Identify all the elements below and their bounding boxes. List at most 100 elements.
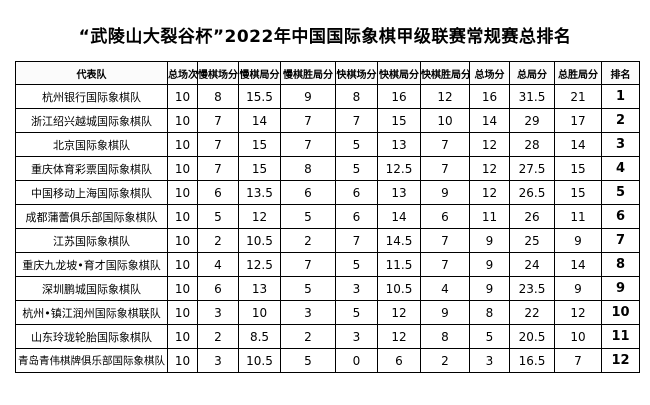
header-total-match-points: 总场分: [469, 61, 510, 85]
total-match-points-cell: 3: [469, 348, 510, 373]
total-game-points-cell: 16.5: [509, 348, 555, 373]
total-games-cell: 10: [167, 84, 198, 109]
table-row: 青岛青伟棋牌俱乐部国际象棋队 10 3 10.5 5 0 6 2 3 16.5 7 12: [15, 348, 640, 373]
total-game-points-cell: 24: [509, 252, 555, 277]
total-win-points-cell: 21: [554, 84, 602, 109]
total-games-cell: 10: [167, 252, 198, 277]
rapid-match-points-cell: 7: [335, 108, 378, 133]
slow-match-points-cell: 8: [197, 84, 239, 109]
table-row: 重庆九龙坡•育才国际象棋队 10 4 12.5 7 5 11.5 7 9 24 14 8: [15, 252, 640, 277]
total-games-cell: 10: [167, 204, 198, 229]
table-row: 江苏国际象棋队 10 2 10.5 2 7 14.5 7 9 25 9 7: [15, 228, 640, 253]
slow-game-points-cell: 13.5: [238, 180, 281, 205]
total-match-points-cell: 12: [469, 180, 510, 205]
team-cell: 山东玲珑轮胎国际象棋队: [15, 324, 168, 349]
total-game-points-cell: 22: [509, 300, 555, 325]
rapid-match-points-cell: 5: [335, 252, 378, 277]
rapid-match-points-cell: 6: [335, 180, 378, 205]
total-match-points-cell: 9: [469, 252, 510, 277]
header-rank: 排名: [601, 61, 640, 85]
rapid-match-points-cell: 5: [335, 300, 378, 325]
slow-win-points-cell: 7: [280, 108, 336, 133]
slow-game-points-cell: 15.5: [238, 84, 281, 109]
table-row: 深圳鹏城国际象棋队 10 6 13 5 3 10.5 4 9 23.5 9 9: [15, 276, 640, 301]
slow-match-points-cell: 3: [197, 348, 239, 373]
rapid-match-points-cell: 3: [335, 276, 378, 301]
total-game-points-cell: 20.5: [509, 324, 555, 349]
total-game-points-cell: 28: [509, 132, 555, 157]
rapid-game-points-cell: 14: [377, 204, 421, 229]
rapid-game-points-cell: 6: [377, 348, 421, 373]
total-win-points-cell: 15: [554, 156, 602, 181]
rapid-game-points-cell: 13: [377, 132, 421, 157]
rank-cell: 2: [601, 108, 640, 133]
slow-match-points-cell: 7: [197, 156, 239, 181]
slow-game-points-cell: 12: [238, 204, 281, 229]
slow-win-points-cell: 3: [280, 300, 336, 325]
rank-cell: 6: [601, 204, 640, 229]
team-cell: 重庆体育彩票国际象棋队: [15, 156, 168, 181]
header-rapid-game-points: 快棋局分: [377, 61, 421, 85]
header-slow-game-points: 慢棋局分: [238, 61, 281, 85]
total-game-points-cell: 31.5: [509, 84, 555, 109]
rapid-match-points-cell: 8: [335, 84, 378, 109]
rapid-win-points-cell: 10: [420, 108, 470, 133]
total-win-points-cell: 10: [554, 324, 602, 349]
total-match-points-cell: 11: [469, 204, 510, 229]
total-win-points-cell: 14: [554, 132, 602, 157]
total-match-points-cell: 9: [469, 276, 510, 301]
total-match-points-cell: 12: [469, 156, 510, 181]
total-game-points-cell: 25: [509, 228, 555, 253]
table-row: 北京国际象棋队 10 7 15 7 5 13 7 12 28 14 3: [15, 132, 640, 157]
rapid-game-points-cell: 11.5: [377, 252, 421, 277]
header-rapid-match-points: 快棋场分: [335, 61, 378, 85]
slow-win-points-cell: 5: [280, 276, 336, 301]
table-row: 浙江绍兴越城国际象棋队 10 7 14 7 7 15 10 14 29 17 2: [15, 108, 640, 133]
table-row: 重庆体育彩票国际象棋队 10 7 15 8 5 12.5 7 12 27.5 15 4: [15, 156, 640, 181]
slow-match-points-cell: 2: [197, 228, 239, 253]
team-cell: 重庆九龙坡•育才国际象棋队: [15, 252, 168, 277]
header-team: 代表队: [15, 61, 168, 85]
slow-match-points-cell: 3: [197, 300, 239, 325]
rank-cell: 4: [601, 156, 640, 181]
slow-game-points-cell: 15: [238, 132, 281, 157]
slow-win-points-cell: 7: [280, 132, 336, 157]
rank-cell: 10: [601, 300, 640, 325]
slow-match-points-cell: 7: [197, 108, 239, 133]
rapid-game-points-cell: 12: [377, 300, 421, 325]
rapid-win-points-cell: 7: [420, 132, 470, 157]
slow-game-points-cell: 10.5: [238, 228, 281, 253]
total-match-points-cell: 5: [469, 324, 510, 349]
slow-match-points-cell: 5: [197, 204, 239, 229]
total-match-points-cell: 14: [469, 108, 510, 133]
slow-win-points-cell: 9: [280, 84, 336, 109]
header-rapid-win-points: 快棋胜局分: [420, 61, 470, 85]
total-match-points-cell: 16: [469, 84, 510, 109]
slow-match-points-cell: 6: [197, 180, 239, 205]
slow-win-points-cell: 2: [280, 228, 336, 253]
table-row: 杭州•镇江润州国际象棋联队 10 3 10 3 5 12 9 8 22 12 10: [15, 300, 640, 325]
total-games-cell: 10: [167, 276, 198, 301]
total-match-points-cell: 8: [469, 300, 510, 325]
total-match-points-cell: 12: [469, 132, 510, 157]
team-cell: 青岛青伟棋牌俱乐部国际象棋队: [15, 348, 168, 373]
rapid-win-points-cell: 7: [420, 228, 470, 253]
header-total-win-points: 总胜局分: [554, 61, 602, 85]
rapid-match-points-cell: 5: [335, 156, 378, 181]
total-games-cell: 10: [167, 156, 198, 181]
slow-win-points-cell: 5: [280, 204, 336, 229]
total-games-cell: 10: [167, 228, 198, 253]
total-games-cell: 10: [167, 180, 198, 205]
total-win-points-cell: 17: [554, 108, 602, 133]
team-cell: 深圳鹏城国际象棋队: [15, 276, 168, 301]
total-win-points-cell: 9: [554, 276, 602, 301]
total-games-cell: 10: [167, 132, 198, 157]
rank-cell: 12: [601, 348, 640, 373]
total-win-points-cell: 15: [554, 180, 602, 205]
slow-win-points-cell: 8: [280, 156, 336, 181]
team-cell: 杭州银行国际象棋队: [15, 84, 168, 109]
total-games-cell: 10: [167, 108, 198, 133]
rapid-game-points-cell: 14.5: [377, 228, 421, 253]
total-win-points-cell: 14: [554, 252, 602, 277]
rapid-win-points-cell: 7: [420, 252, 470, 277]
